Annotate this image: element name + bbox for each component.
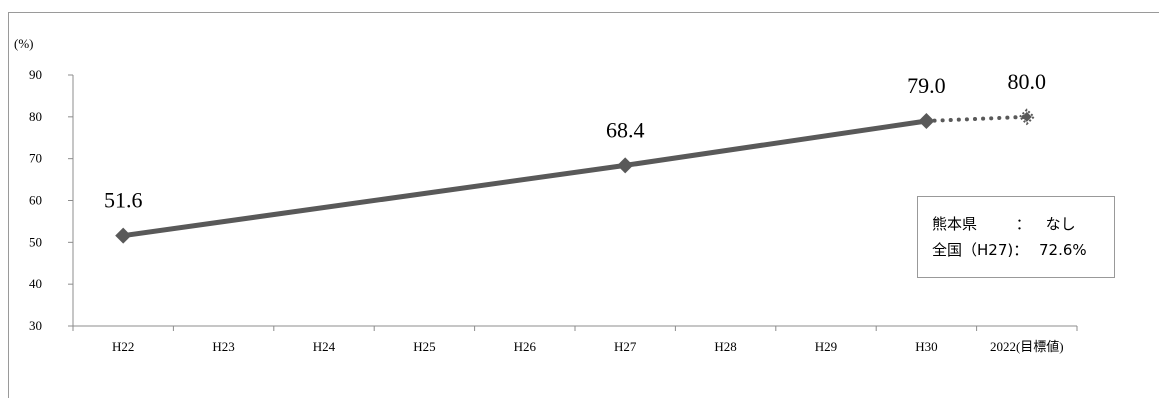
x-tick-label: H23 [212, 339, 234, 354]
data-point-marker [617, 157, 634, 174]
x-tick-label: H30 [915, 339, 937, 354]
x-tick-label: H24 [313, 339, 336, 354]
note-national-label: 全国（H27)： [932, 241, 1029, 259]
axes [68, 74, 1078, 331]
target-point-marker-fill [1021, 111, 1032, 122]
data-label: 51.6 [104, 188, 143, 213]
target-point-marker [1018, 108, 1036, 126]
note-kumamoto-label: 熊本県 [932, 215, 978, 233]
target-series-line [924, 114, 1029, 124]
y-tick-label: 90 [29, 67, 42, 82]
y-tick-label: 50 [29, 234, 42, 249]
tick-labels: 30 40 50 60 70 80 90 H22 H23 H24 H25 H26 H27 H28 H29 H3… [29, 67, 1064, 354]
data-label: 79.0 [907, 73, 946, 98]
y-tick-label: 30 [29, 318, 42, 333]
y-tick-label: 70 [29, 151, 42, 166]
x-tick-label: H26 [514, 339, 537, 354]
data-point-marker [115, 227, 132, 244]
note-kumamoto-value: なし [1045, 215, 1076, 233]
y-tick-label: 60 [29, 193, 42, 208]
x-tick-label: H29 [815, 339, 837, 354]
note-row-kumamoto: 熊本県 ： なし [932, 211, 1114, 237]
x-tick-label: H22 [112, 339, 134, 354]
x-tick-label: 2022(目標値) [990, 339, 1064, 354]
note-row-national: 全国（H27)： 72.6% [932, 237, 1114, 263]
data-label: 80.0 [1008, 69, 1047, 94]
data-points [115, 108, 1036, 244]
x-tick-label: H28 [714, 339, 736, 354]
data-label: 68.4 [606, 117, 645, 142]
note-box: 熊本県 ： なし 全国（H27)： 72.6% [917, 196, 1115, 278]
chart-frame [8, 12, 1159, 398]
x-tick-label: H27 [614, 339, 637, 354]
x-tick-label: H25 [413, 339, 435, 354]
note-kumamoto-separator: ： [1015, 215, 1031, 233]
y-tick-label: 80 [29, 109, 42, 124]
data-point-marker [918, 113, 935, 130]
actual-series-line [120, 118, 929, 239]
y-axis-unit-label: (%) [14, 36, 34, 51]
data-labels: 51.6 68.4 79.0 80.0 [104, 69, 1046, 213]
y-tick-label: 40 [29, 276, 42, 291]
note-national-value: 72.6% [1039, 241, 1087, 259]
series-lines [120, 114, 1029, 239]
